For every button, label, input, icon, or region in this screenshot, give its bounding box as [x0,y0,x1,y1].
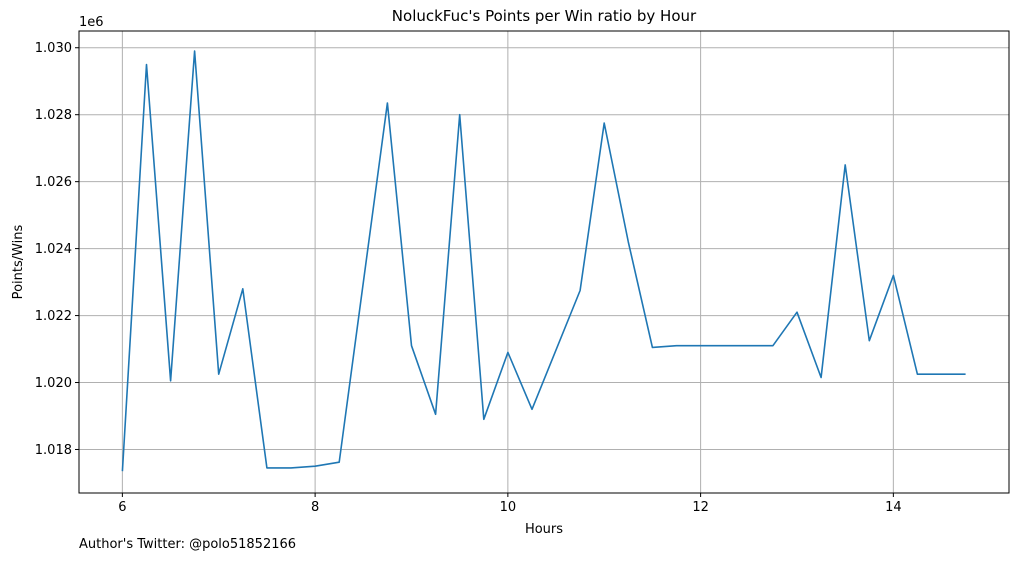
chart-title: NoluckFuc's Points per Win ratio by Hour [392,7,697,25]
x-tick-label: 8 [311,500,319,515]
axis-ticks: 6 8 10 12 14 1.018 1.020 1.022 1.024 1.026 1.028 1.… [35,41,902,515]
y-tick-label: 1.026 [35,175,72,190]
x-axis-label: Hours [525,522,563,537]
series-line [121,50,966,472]
series-lines [121,50,966,472]
y-offset-label: 1e6 [79,15,104,30]
y-tick-label: 1.020 [35,376,72,391]
y-tick-label: 1.022 [35,309,72,324]
author-credit: Author's Twitter: @polo51852166 [79,537,297,552]
x-tick-label: 14 [885,500,902,515]
x-tick-label: 6 [118,500,126,515]
x-tick-label: 10 [500,500,517,515]
y-tick-label: 1.024 [35,242,72,257]
y-axis-label: Points/Wins [11,224,26,299]
y-tick-label: 1.018 [35,443,72,458]
y-tick-label: 1.028 [35,108,72,123]
grid [79,31,1009,493]
plot-frame [78,30,1010,494]
y-tick-label: 1.030 [35,41,72,56]
x-tick-label: 12 [692,500,709,515]
